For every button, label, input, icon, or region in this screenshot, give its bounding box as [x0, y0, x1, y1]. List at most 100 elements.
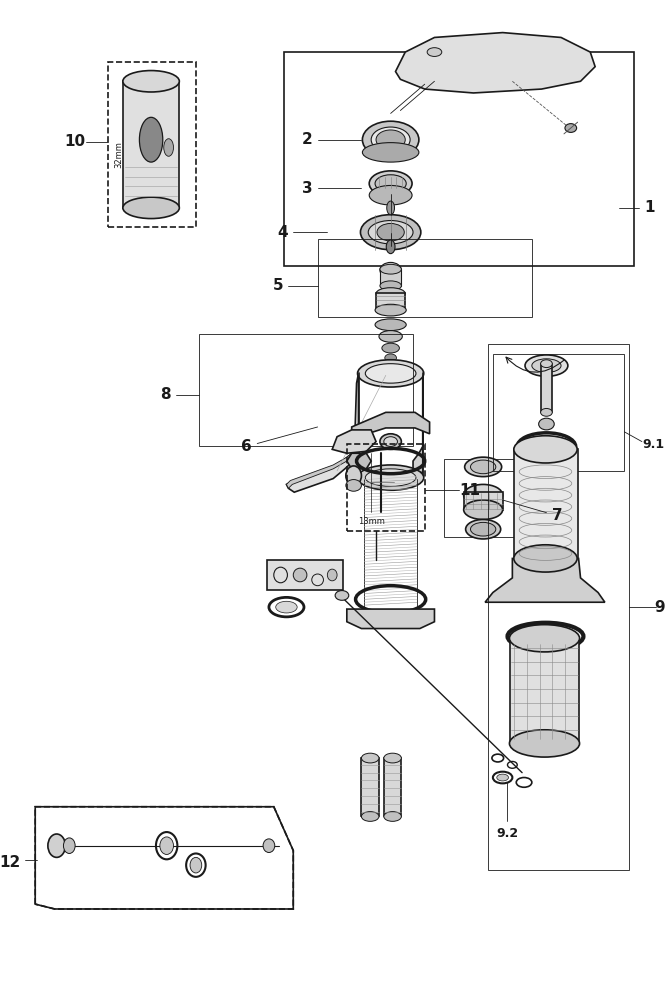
Ellipse shape — [471, 460, 496, 474]
Ellipse shape — [327, 569, 337, 581]
Text: 5: 5 — [273, 278, 283, 293]
Ellipse shape — [377, 223, 404, 241]
Bar — [493, 354, 624, 471]
Ellipse shape — [160, 837, 174, 854]
Bar — [123, 81, 180, 208]
Ellipse shape — [382, 343, 400, 353]
Bar — [347, 444, 425, 531]
Ellipse shape — [358, 360, 424, 387]
Ellipse shape — [375, 304, 406, 316]
Ellipse shape — [362, 121, 419, 158]
Ellipse shape — [384, 753, 402, 763]
Ellipse shape — [362, 812, 379, 821]
Ellipse shape — [427, 48, 442, 56]
Ellipse shape — [465, 457, 501, 477]
Ellipse shape — [360, 215, 421, 250]
Ellipse shape — [465, 519, 501, 539]
Polygon shape — [485, 558, 605, 602]
Text: 8: 8 — [160, 387, 171, 402]
Ellipse shape — [365, 364, 416, 383]
Ellipse shape — [471, 522, 496, 536]
Ellipse shape — [514, 545, 577, 572]
Ellipse shape — [384, 812, 402, 821]
Text: 11: 11 — [459, 483, 480, 498]
Ellipse shape — [514, 436, 577, 463]
Ellipse shape — [386, 240, 395, 254]
Ellipse shape — [293, 568, 307, 582]
Ellipse shape — [464, 500, 503, 519]
Ellipse shape — [565, 124, 577, 132]
Text: 7: 7 — [552, 508, 563, 523]
Polygon shape — [287, 444, 356, 488]
Polygon shape — [287, 373, 358, 492]
Ellipse shape — [539, 418, 554, 430]
Ellipse shape — [541, 408, 553, 416]
Polygon shape — [347, 453, 371, 469]
Polygon shape — [396, 33, 595, 93]
Text: 1: 1 — [644, 200, 655, 215]
Ellipse shape — [362, 143, 419, 162]
Bar — [464, 492, 503, 510]
Ellipse shape — [263, 839, 275, 853]
Ellipse shape — [63, 838, 75, 853]
Text: 6: 6 — [241, 439, 252, 454]
Bar — [380, 269, 402, 286]
Polygon shape — [352, 412, 430, 439]
Bar — [384, 758, 402, 816]
Ellipse shape — [387, 201, 394, 215]
Text: 9.1: 9.1 — [642, 438, 664, 451]
Ellipse shape — [368, 221, 413, 244]
Ellipse shape — [380, 264, 402, 274]
Polygon shape — [347, 609, 434, 629]
Bar — [376, 293, 405, 310]
Ellipse shape — [362, 753, 379, 763]
Bar — [362, 758, 379, 816]
Polygon shape — [413, 373, 423, 473]
Ellipse shape — [385, 354, 396, 362]
Polygon shape — [332, 430, 376, 453]
Ellipse shape — [369, 185, 412, 205]
Ellipse shape — [335, 591, 348, 600]
Ellipse shape — [164, 139, 174, 156]
Ellipse shape — [371, 127, 410, 152]
Bar — [444, 459, 541, 537]
Ellipse shape — [365, 469, 416, 486]
Ellipse shape — [376, 130, 405, 149]
Bar — [514, 449, 578, 558]
Ellipse shape — [380, 434, 402, 449]
Ellipse shape — [380, 262, 402, 278]
Ellipse shape — [497, 774, 509, 781]
Bar — [199, 334, 413, 446]
Text: 2: 2 — [301, 132, 313, 147]
Ellipse shape — [532, 359, 561, 372]
Ellipse shape — [369, 171, 412, 196]
Ellipse shape — [375, 319, 406, 331]
Ellipse shape — [525, 355, 568, 376]
Ellipse shape — [140, 117, 163, 162]
Text: 10: 10 — [65, 134, 86, 149]
Ellipse shape — [384, 437, 398, 446]
Ellipse shape — [190, 857, 201, 873]
Bar — [511, 638, 579, 743]
Ellipse shape — [48, 834, 65, 857]
Ellipse shape — [358, 465, 424, 490]
Bar — [283, 52, 634, 266]
Text: 13mm: 13mm — [358, 517, 384, 526]
Text: 9: 9 — [654, 600, 665, 615]
Ellipse shape — [276, 601, 297, 613]
Ellipse shape — [509, 625, 580, 652]
Bar — [541, 364, 553, 412]
Text: 4: 4 — [277, 225, 288, 240]
Text: 32mm: 32mm — [114, 141, 124, 168]
Bar — [108, 62, 196, 227]
Ellipse shape — [379, 331, 402, 342]
Ellipse shape — [123, 197, 180, 219]
Ellipse shape — [123, 71, 180, 92]
Bar — [267, 560, 343, 590]
Text: 12: 12 — [0, 855, 21, 870]
Ellipse shape — [376, 288, 405, 299]
Bar — [488, 344, 629, 870]
Ellipse shape — [464, 484, 503, 506]
Ellipse shape — [346, 480, 362, 491]
Text: 9.2: 9.2 — [497, 827, 519, 840]
